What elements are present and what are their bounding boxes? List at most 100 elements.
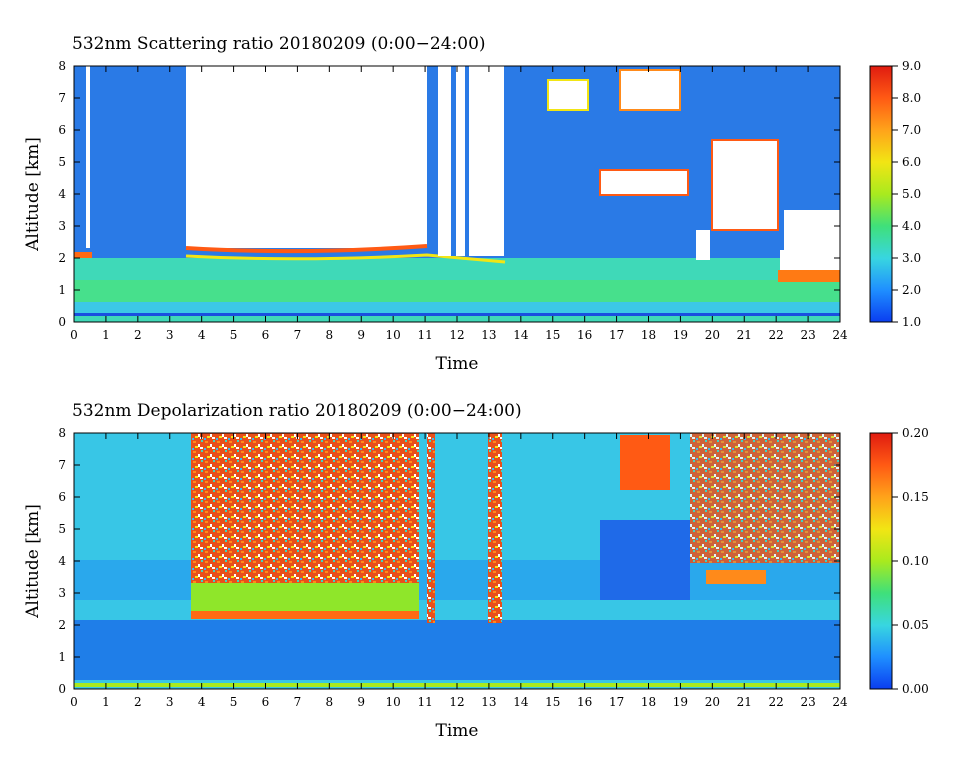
- x-tick-label: 14: [513, 695, 529, 709]
- x-tick-label: 21: [737, 328, 752, 342]
- chart-title: 532nm Scattering ratio 20180209 (0:00−24…: [72, 34, 486, 54]
- x-tick-label: 5: [230, 695, 238, 709]
- x-tick-label: 9: [357, 695, 365, 709]
- colorbar-tick-label: 3.0: [902, 251, 921, 265]
- x-tick-label: 18: [641, 695, 656, 709]
- x-tick-label: 7: [294, 328, 302, 342]
- noisy-strip-b: [427, 433, 435, 623]
- x-tick-label: 13: [481, 695, 496, 709]
- cloud-white-g: [696, 230, 710, 260]
- colorbar-tick-label: 0.00: [902, 682, 929, 696]
- strip-1: [451, 66, 456, 256]
- x-tick-label: 1: [102, 695, 110, 709]
- aerosol-layer-edge: [191, 611, 419, 619]
- dark-region: [600, 520, 690, 600]
- clear-strip-left: [86, 66, 90, 248]
- colorbar-tick-label: 1.0: [902, 315, 921, 329]
- strip-2: [465, 66, 469, 256]
- cloud-white-e: [619, 69, 681, 111]
- y-tick-label: 1: [58, 650, 66, 664]
- x-tick-label: 4: [198, 328, 206, 342]
- x-tick-label: 14: [513, 328, 529, 342]
- colorbar-tick-label: 0.10: [902, 554, 929, 568]
- y-tick-label: 1: [58, 283, 66, 297]
- cloud-edge-a2: [185, 253, 506, 264]
- colorbar-tick-label: 2.0: [902, 283, 921, 297]
- orange-base-left: [74, 252, 92, 258]
- x-tick-label: 11: [417, 328, 432, 342]
- x-tick-label: 3: [166, 695, 174, 709]
- y-tick-label: 4: [58, 187, 66, 201]
- cloud-white-a: [186, 66, 427, 248]
- axes: 0 1 2 3 4 5 6 7 8 9 10 11 12 13 14 15 16 17 18 19 20 21 22 23 24…: [58, 59, 848, 342]
- x-tick-label: 13: [481, 328, 496, 342]
- colorbar-tick-label: 8.0: [902, 91, 921, 105]
- colorbar: [869, 65, 893, 323]
- boundary-layer-green: [74, 280, 840, 302]
- x-axis-label: Time: [436, 354, 479, 374]
- x-tick-label: 15: [545, 328, 560, 342]
- x-tick-label: 0: [70, 328, 78, 342]
- x-tick-label: 12: [449, 695, 464, 709]
- x-tick-label: 11: [417, 695, 432, 709]
- cloud-edge-a: [185, 244, 428, 254]
- x-tick-label: 8: [326, 695, 334, 709]
- depolarization-ratio-panel: 532nm Depolarization ratio 20180209 (0:0…: [23, 401, 929, 741]
- cloud-white-f: [547, 79, 589, 111]
- plot-area: [74, 66, 840, 322]
- chart-title: 532nm Depolarization ratio 20180209 (0:0…: [72, 401, 522, 421]
- cloud-white-b: [438, 66, 504, 256]
- x-tick-label: 23: [800, 695, 815, 709]
- y-axis-label: Altitude [km]: [23, 137, 43, 252]
- axes: 0 1 2 3 4 5 6 7 8 9 10 11 12 13 14 15 16 17 18 19 20 21 22 23 24…: [58, 426, 848, 709]
- x-tick-label: 2: [134, 328, 142, 342]
- scattering-ratio-panel: 532nm Scattering ratio 20180209 (0:00−24…: [23, 34, 921, 374]
- x-tick-label: 5: [230, 328, 238, 342]
- y-tick-label: 0: [58, 682, 66, 696]
- noisy-region-a: [191, 433, 419, 583]
- y-tick-label: 4: [58, 554, 66, 568]
- y-tick-label: 7: [58, 91, 66, 105]
- y-tick-label: 5: [58, 522, 66, 536]
- x-tick-label: 17: [609, 695, 624, 709]
- hot-region-b: [690, 433, 840, 563]
- colorbar-tick-label: 9.0: [902, 59, 921, 73]
- x-tick-label: 19: [673, 328, 688, 342]
- x-tick-label: 17: [609, 328, 624, 342]
- y-tick-label: 7: [58, 458, 66, 472]
- aerosol-layer-green: [191, 583, 419, 611]
- x-tick-label: 3: [166, 328, 174, 342]
- hot-cloud-a: [620, 435, 670, 490]
- colorbar-tick-label: 0.15: [902, 490, 929, 504]
- x-tick-label: 9: [357, 328, 365, 342]
- x-tick-label: 1: [102, 328, 110, 342]
- surface-layer: [74, 302, 840, 316]
- x-tick-label: 24: [832, 328, 848, 342]
- colorbar-tick-label: 7.0: [902, 123, 921, 137]
- y-axis-label: Altitude [km]: [23, 504, 43, 619]
- plot-area: [74, 433, 840, 689]
- x-tick-label: 16: [577, 695, 592, 709]
- x-tick-label: 12: [449, 328, 464, 342]
- x-tick-label: 10: [386, 695, 401, 709]
- x-tick-label: 0: [70, 695, 78, 709]
- y-tick-label: 3: [58, 586, 66, 600]
- x-tick-label: 21: [737, 695, 752, 709]
- colorbar-ticks: 1.0 2.0 3.0 4.0 5.0 6.0 7.0 8.0 9.0: [892, 59, 921, 329]
- ground-line: [74, 313, 840, 316]
- y-tick-label: 5: [58, 155, 66, 169]
- x-tick-label: 16: [577, 328, 592, 342]
- noisy-strip-c: [488, 433, 502, 623]
- x-tick-label: 6: [262, 695, 270, 709]
- x-tick-label: 7: [294, 695, 302, 709]
- x-tick-label: 10: [386, 328, 401, 342]
- x-axis-label: Time: [436, 721, 479, 741]
- x-tick-label: 20: [705, 695, 720, 709]
- y-tick-label: 8: [58, 426, 66, 440]
- x-tick-label: 20: [705, 328, 720, 342]
- x-tick-label: 19: [673, 695, 688, 709]
- colorbar-tick-label: 0.05: [902, 618, 929, 632]
- y-tick-label: 6: [58, 490, 66, 504]
- hot-band-c: [706, 570, 766, 584]
